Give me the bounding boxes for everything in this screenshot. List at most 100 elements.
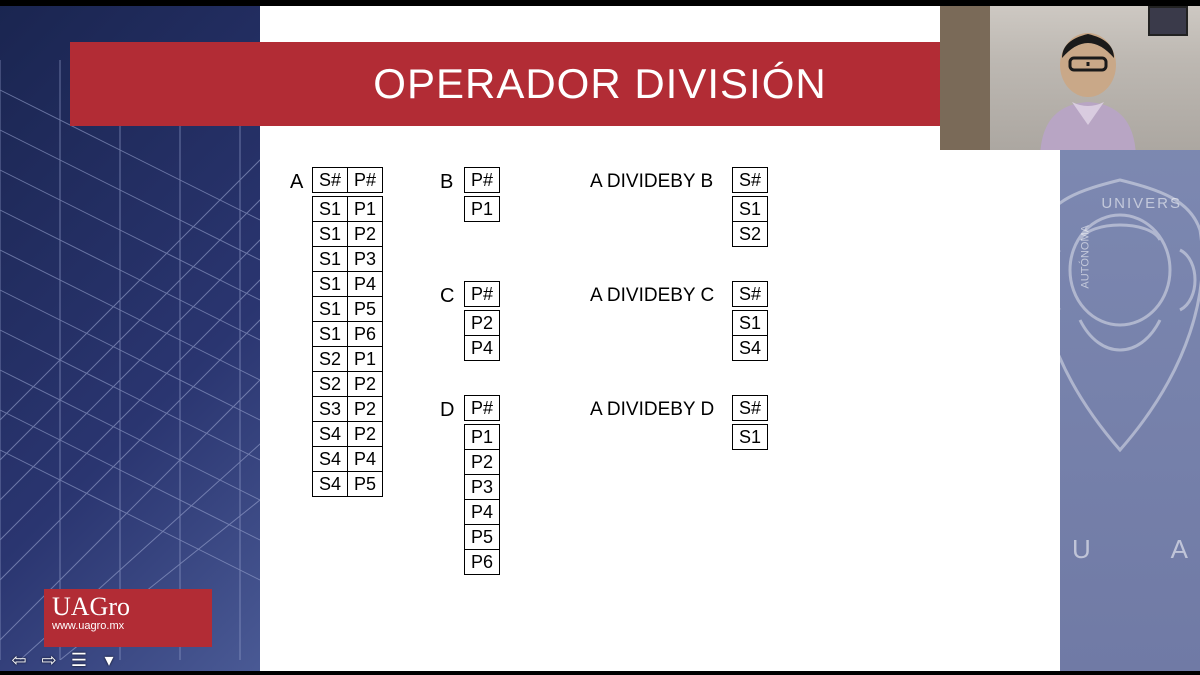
table-row: S4P4 (313, 447, 383, 472)
university-crest-icon (1060, 170, 1200, 470)
table-header: P# (348, 168, 383, 193)
table-cell: P5 (465, 525, 500, 550)
next-slide-button[interactable]: ⇨ (36, 649, 62, 671)
table-row: S1P6 (313, 322, 383, 347)
table-row: S4 (733, 336, 768, 361)
table-c: P# P2P4 (464, 281, 500, 361)
table-cell: P6 (348, 322, 383, 347)
table-cell: S4 (733, 336, 768, 361)
grid-pattern-icon (0, 60, 260, 660)
table-row: S1P3 (313, 247, 383, 272)
table-a-label: A (290, 171, 303, 194)
table-row: S1 (733, 311, 768, 336)
table-cell: P2 (348, 397, 383, 422)
table-cell: S2 (313, 347, 348, 372)
slide-more-button[interactable]: ▾ (96, 649, 122, 671)
crest-text-left: AUTÓNOMA (1080, 225, 1092, 289)
table-row: S4P2 (313, 422, 383, 447)
table-d-label: D (440, 399, 454, 422)
table-row: S2 (733, 222, 768, 247)
table-cell: S3 (313, 397, 348, 422)
slide: UNIVERS AUTÓNOMA U A OPERADOR DIVISIÓN A… (0, 0, 1200, 675)
table-cell: S1 (313, 222, 348, 247)
crest-text-top: UNIVERS (1101, 195, 1182, 212)
table-cell: P1 (465, 197, 500, 222)
table-cell: P1 (348, 197, 383, 222)
logo-main-text: UAGro (52, 592, 204, 622)
crest-letter-u: U (1072, 534, 1091, 565)
table-row: S1P5 (313, 297, 383, 322)
table-cell: S1 (313, 197, 348, 222)
table-row: P3 (465, 475, 500, 500)
table-row: S1 (733, 197, 768, 222)
table-header: S# (733, 282, 768, 307)
table-row: S4P5 (313, 472, 383, 497)
table-d: P# P1P2P3P4P5P6 (464, 395, 500, 575)
table-row: S2P2 (313, 372, 383, 397)
table-cell: S1 (313, 272, 348, 297)
table-result-c: S# S1S4 (732, 281, 768, 361)
table-cell: S4 (313, 472, 348, 497)
table-result-d: S# S1 (732, 395, 768, 450)
crest-letter-a: A (1171, 534, 1188, 565)
table-row: S3P2 (313, 397, 383, 422)
table-cell: P4 (465, 500, 500, 525)
table-c-label: C (440, 285, 454, 308)
table-cell: P2 (465, 450, 500, 475)
table-cell: P4 (465, 336, 500, 361)
webcam-bg-door (940, 0, 990, 150)
letterbox-top (0, 0, 1200, 6)
letterbox-bottom (0, 671, 1200, 675)
table-cell: P2 (348, 372, 383, 397)
table-result-b: S# S1S2 (732, 167, 768, 247)
presenter-silhouette-icon (1010, 10, 1160, 150)
table-row: P2 (465, 450, 500, 475)
table-cell: P4 (348, 272, 383, 297)
table-cell: P4 (348, 447, 383, 472)
table-cell: S2 (733, 222, 768, 247)
table-header: S# (733, 168, 768, 193)
table-cell: S4 (313, 422, 348, 447)
table-header: P# (465, 396, 500, 421)
table-row: P1 (465, 197, 500, 222)
table-cell: S1 (733, 425, 768, 450)
table-b-label: B (440, 171, 453, 194)
table-row: S1P1 (313, 197, 383, 222)
table-header: P# (465, 282, 500, 307)
table-cell: S2 (313, 372, 348, 397)
table-row: S1P4 (313, 272, 383, 297)
result-b-label: A DIVIDEBY B (590, 171, 713, 193)
table-header: P# (465, 168, 500, 193)
table-header: S# (733, 396, 768, 421)
table-cell: S1 (313, 247, 348, 272)
content-panel: A S#P#S1P1S1P2S1P3S1P4S1P5S1P6S2P1S2P2S3… (270, 155, 900, 650)
table-cell: S1 (313, 297, 348, 322)
table-cell: S1 (733, 197, 768, 222)
table-cell: P3 (348, 247, 383, 272)
slide-title: OPERADOR DIVISIÓN (373, 60, 826, 108)
table-row: P4 (465, 336, 500, 361)
table-cell: P1 (465, 425, 500, 450)
table-b: P# P1 (464, 167, 500, 222)
table-cell: P2 (348, 422, 383, 447)
table-cell: S1 (733, 311, 768, 336)
table-row: S2P1 (313, 347, 383, 372)
table-cell: P2 (348, 222, 383, 247)
result-c-label: A DIVIDEBY C (590, 285, 714, 307)
table-cell: S4 (313, 447, 348, 472)
table-header: S# (313, 168, 348, 193)
prev-slide-button[interactable]: ⇦ (6, 649, 32, 671)
table-cell: P2 (465, 311, 500, 336)
table-row: P1 (465, 425, 500, 450)
table-cell: P5 (348, 472, 383, 497)
table-row: P4 (465, 500, 500, 525)
table-a: S#P#S1P1S1P2S1P3S1P4S1P5S1P6S2P1S2P2S3P2… (312, 167, 383, 497)
table-row: S1P2 (313, 222, 383, 247)
logo-badge: UAGro www.uagro.mx (44, 589, 212, 647)
slideshow-nav-controls: ⇦ ⇨ ☰ ▾ (6, 649, 122, 671)
table-cell: P1 (348, 347, 383, 372)
table-cell: P5 (348, 297, 383, 322)
table-cell: S1 (313, 322, 348, 347)
slide-menu-button[interactable]: ☰ (66, 649, 92, 671)
table-cell: P6 (465, 550, 500, 575)
